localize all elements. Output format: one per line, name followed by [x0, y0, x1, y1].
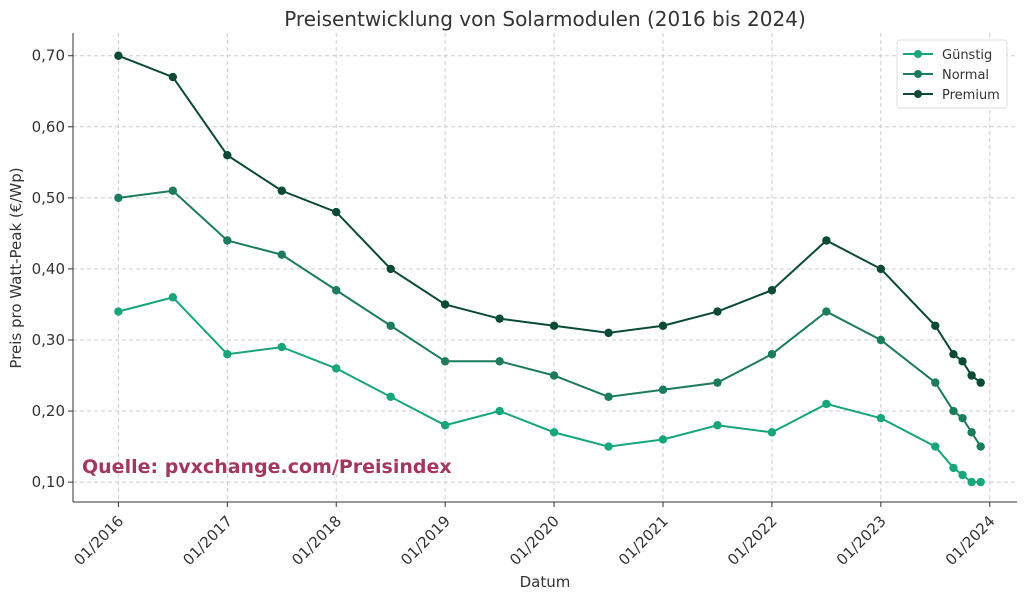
- source-annotation: Quelle: pvxchange.com/Preisindex: [82, 456, 452, 478]
- data-point: [658, 385, 668, 394]
- series-line-normal: [118, 189, 982, 448]
- data-point: [277, 250, 286, 259]
- data-point: [713, 421, 722, 430]
- data-point: [549, 371, 559, 380]
- data-point: [958, 470, 967, 480]
- chart-title: Preisentwicklung von Solarmodulen (2016 …: [284, 7, 806, 31]
- legend-box: [896, 39, 1008, 109]
- data-point: [713, 378, 722, 387]
- data-point: [332, 286, 341, 295]
- data-point: [767, 286, 777, 295]
- data-point: [549, 428, 559, 437]
- data-point: [440, 300, 450, 309]
- data-point: [114, 307, 123, 316]
- data-point: [386, 264, 395, 274]
- data-point: [440, 357, 450, 366]
- data-point: [767, 428, 777, 437]
- data-point: [822, 399, 831, 409]
- legend-marker: [914, 70, 922, 78]
- y-tick-label: 0,10: [32, 473, 65, 491]
- data-point: [604, 442, 613, 451]
- data-point: [958, 357, 967, 366]
- data-point: [967, 371, 976, 380]
- data-point: [713, 307, 722, 316]
- data-point: [386, 392, 395, 402]
- legend-label: Normal: [942, 68, 989, 83]
- legend-marker: [914, 50, 922, 58]
- data-point: [767, 349, 777, 359]
- data-point: [114, 193, 123, 203]
- data-point: [495, 357, 504, 366]
- data-point: [495, 314, 504, 323]
- y-tick-label: 0,60: [32, 118, 65, 136]
- x-tick-label: 01/2022: [724, 512, 781, 569]
- y-axis-label: Preis pro Watt-Peak (€/Wp): [7, 167, 25, 368]
- data-point: [386, 321, 395, 330]
- x-tick-label: 01/2017: [179, 512, 236, 569]
- x-tick-label: 01/2021: [615, 512, 672, 569]
- data-point: [822, 307, 831, 316]
- y-tick-label: 0,50: [32, 189, 65, 207]
- x-tick-label: 01/2019: [397, 512, 454, 569]
- data-point: [976, 378, 985, 387]
- x-tick-label: 01/2016: [70, 512, 127, 569]
- data-point: [168, 72, 178, 82]
- data-point: [931, 378, 940, 387]
- data-point: [604, 392, 613, 402]
- data-point: [604, 328, 613, 338]
- x-tick-label: 01/2018: [288, 512, 345, 569]
- data-point: [168, 186, 178, 195]
- y-tick-label: 0,70: [32, 47, 65, 65]
- data-point: [931, 321, 940, 330]
- data-point: [931, 442, 940, 451]
- data-point: [495, 406, 504, 416]
- data-point: [876, 264, 886, 274]
- data-point: [332, 364, 341, 373]
- data-point: [949, 463, 958, 473]
- data-point: [168, 293, 178, 302]
- data-point: [114, 51, 123, 60]
- data-point: [549, 321, 559, 330]
- data-point: [822, 236, 831, 245]
- data-point: [876, 335, 886, 345]
- data-point: [967, 428, 976, 437]
- legend-label: Premium: [942, 88, 1000, 103]
- y-tick-label: 0,30: [32, 331, 65, 349]
- legend-marker: [914, 90, 922, 98]
- series-line-premium: [118, 54, 982, 384]
- data-point: [277, 186, 286, 195]
- y-tick-label: 0,40: [32, 260, 65, 278]
- legend: Günstig Normal Premium: [896, 39, 1008, 109]
- data-point: [976, 442, 985, 451]
- legend-label: Günstig: [942, 48, 992, 63]
- data-point: [332, 207, 341, 217]
- x-axis-label: Datum: [520, 573, 571, 591]
- data-point: [967, 477, 976, 487]
- data-point: [277, 342, 286, 352]
- data-point: [223, 151, 232, 160]
- data-point: [223, 349, 232, 359]
- data-point: [876, 413, 886, 423]
- series-line-günstig: [118, 296, 981, 484]
- data-point: [976, 477, 985, 487]
- y-tick-label: 0,20: [32, 402, 65, 420]
- x-tick-label: 01/2024: [942, 512, 999, 569]
- data-point: [958, 413, 967, 423]
- data-point: [223, 236, 232, 245]
- x-tick-label: 01/2020: [506, 512, 563, 569]
- x-tick-label: 01/2023: [833, 512, 890, 569]
- data-point: [949, 406, 958, 416]
- data-point: [949, 349, 958, 359]
- data-point: [658, 321, 668, 330]
- data-point: [658, 435, 668, 444]
- data-point: [440, 421, 450, 430]
